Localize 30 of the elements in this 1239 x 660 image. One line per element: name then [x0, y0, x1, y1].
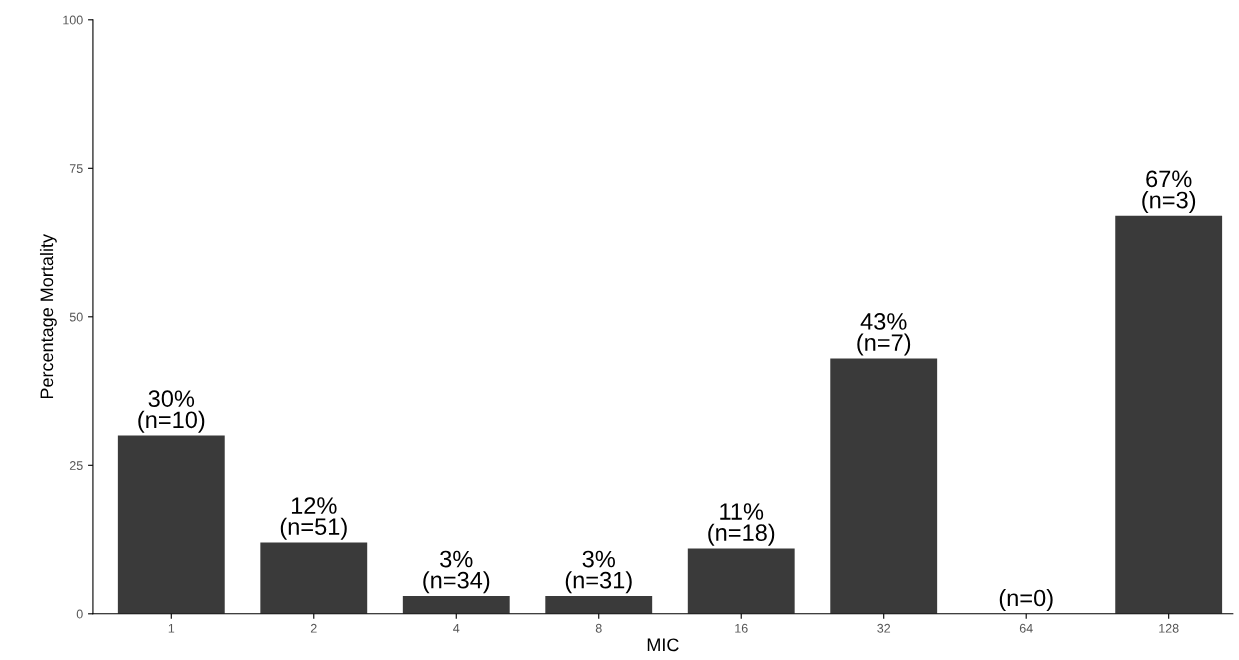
y-axis-title: Percentage Mortality: [39, 234, 57, 399]
y-tick-label: 100: [63, 15, 83, 25]
bar: [117, 435, 225, 614]
x-axis-title: MIC: [647, 638, 679, 652]
y-tick-label: 75: [69, 164, 83, 173]
bar: [545, 595, 653, 614]
data-label: 67% (n=3): [1142, 170, 1196, 214]
bar: [260, 542, 368, 614]
x-tick-label: 8: [595, 623, 602, 633]
x-tick-label: 128: [1159, 623, 1179, 633]
y-tick-label: 25: [69, 461, 83, 470]
data-label: (n=0): [999, 589, 1053, 612]
x-tick-label: 1: [168, 623, 175, 633]
x-tick-label: 4: [453, 623, 460, 633]
data-label: 11% (n=18): [708, 503, 775, 546]
bar: [687, 548, 795, 614]
bar: [1115, 215, 1223, 614]
x-tick-label: 64: [1019, 623, 1033, 633]
data-label: 12% (n=51): [280, 497, 347, 540]
data-label: 3% (n=31): [565, 550, 632, 594]
y-tick-label: 50: [69, 312, 83, 322]
x-tick-label: 16: [735, 623, 748, 633]
bar: [402, 595, 510, 614]
data-label: 43% (n=7): [857, 313, 911, 356]
data-label: 3% (n=34): [423, 550, 490, 594]
data-label: 30% (n=10): [138, 390, 205, 433]
x-tick-label: 32: [877, 623, 891, 633]
x-tick-label: 2: [310, 623, 317, 633]
y-tick-label: 0: [76, 609, 83, 619]
bar: [830, 358, 938, 614]
